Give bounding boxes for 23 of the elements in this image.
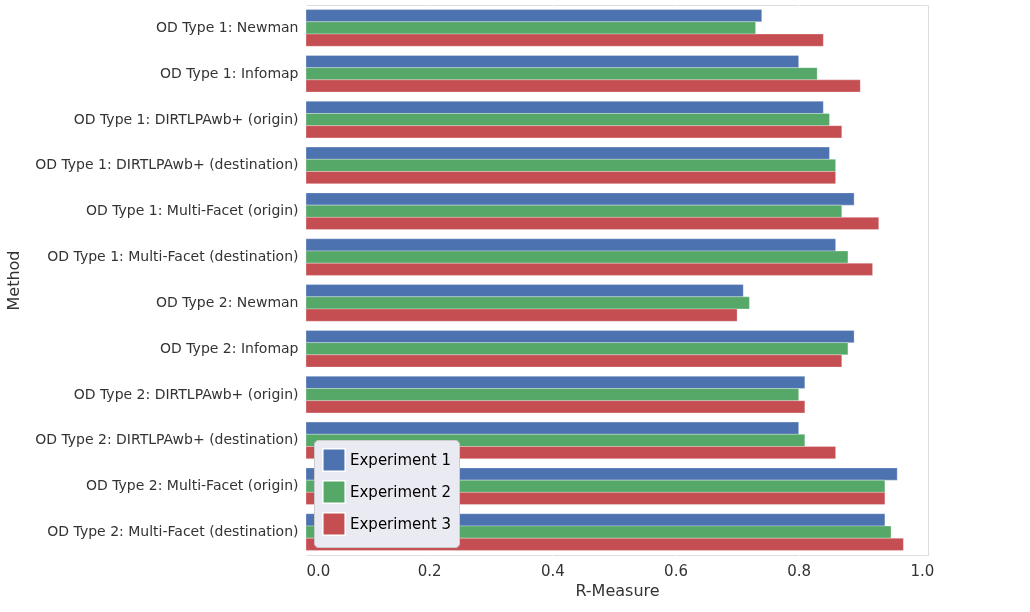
y-tick-label: OD Type 1: DIRTLPAwb+ (destination) (35, 156, 299, 173)
y-axis-title: Method (3, 250, 23, 311)
y-tick-label: OD Type 1: Multi-Facet (destination) (47, 248, 299, 265)
x-tick-label: 1.0 (910, 561, 935, 580)
y-tick-label: OD Type 2: Multi-Facet (destination) (47, 523, 299, 540)
x-tick-label: 0.2 (417, 561, 442, 580)
x-axis-title: R-Measure (575, 580, 660, 600)
y-tick-label: OD Type 1: Newman (155, 18, 299, 35)
legend-label: Experiment 2 (350, 483, 451, 501)
legend-label: Experiment 1 (350, 451, 451, 469)
y-tick-label: OD Type 2: Newman (155, 293, 299, 310)
y-tick-label: OD Type 2: DIRTLPAwb+ (destination) (35, 431, 299, 448)
x-tick-label: 0.8 (787, 561, 812, 580)
y-tick-label: OD Type 2: DIRTLPAwb+ (origin) (73, 385, 299, 402)
y-tick-label: OD Type 1: Multi-Facet (origin) (85, 202, 299, 219)
y-tick-label: OD Type 1: DIRTLPAwb+ (origin) (73, 110, 299, 127)
y-tick-label: OD Type 2: Infomap (159, 339, 299, 356)
y-tick-label: OD Type 1: Infomap (159, 64, 299, 81)
legend-label: Experiment 3 (350, 515, 451, 533)
x-tick-label: 0.4 (540, 561, 565, 580)
x-tick-label: 0.0 (306, 561, 331, 580)
x-tick-label: 0.6 (664, 561, 688, 580)
y-tick-label: OD Type 2: Multi-Facet (origin) (85, 477, 299, 494)
